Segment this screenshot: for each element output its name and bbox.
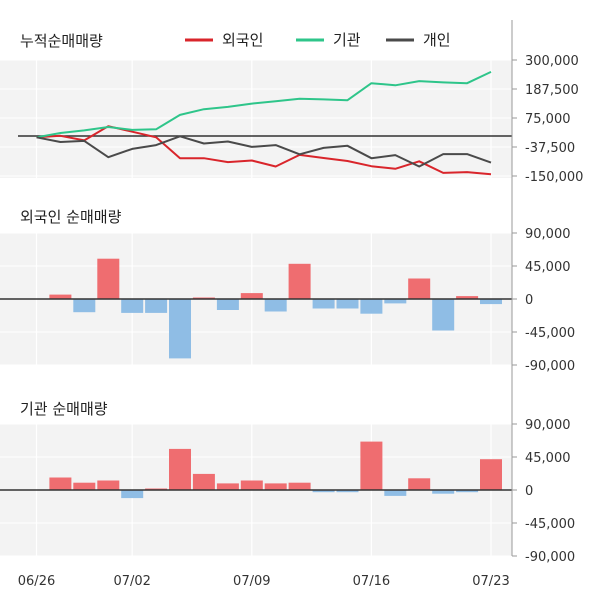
bar-07-20: [456, 296, 479, 299]
cumulative-y-ticks: -150,000 -37,500 75,000 187,500 300,000: [512, 54, 583, 185]
cumulative-panel: 누적순매매량 외국인 기관 개인 -150,000 -37,500 75,000 18…: [0, 31, 583, 185]
legend-item-foreign: 외국인: [185, 31, 263, 49]
foreign-panel: 외국인 순매매량 -90,000 -45,000 0 45,000 90,000: [0, 208, 575, 374]
y-tick-label-4: 300,000: [525, 54, 579, 69]
bar-07-10: [264, 483, 287, 490]
bar-07-19: [432, 490, 455, 494]
bar-07-03: [145, 299, 168, 313]
x-tick-label-3: 07/16: [353, 574, 390, 589]
x-tick-label-4: 07/23: [472, 574, 509, 589]
bar-07-16: [360, 299, 383, 314]
cumulative-panel-title: 누적순매매량: [20, 32, 103, 50]
bar-07-02: [121, 490, 144, 499]
bar-06-29: [97, 480, 120, 490]
institution-panel: 기관 순매매량 -90,000 -45,000 0 45,000 90,000: [0, 400, 575, 565]
x-tick-label-0: 06/26: [18, 574, 55, 589]
y-tick-label-1: -37,500: [525, 141, 575, 156]
bar-07-11: [288, 482, 311, 490]
bar-07-23: [480, 299, 502, 305]
x-axis-ticks: 06/26 07/02 07/09 07/16 07/23: [18, 574, 510, 589]
legend-label-foreign: 외국인: [222, 31, 263, 49]
institution-y-ticks: -90,000 -45,000 0 45,000 90,000: [512, 418, 575, 565]
x-tick-label-2: 07/09: [233, 574, 270, 589]
legend-item-institution: 기관: [296, 31, 361, 49]
bar-07-04: [169, 448, 191, 490]
series-line-individual: [36, 135, 492, 168]
bar-07-23: [480, 459, 502, 490]
bar-07-17: [384, 299, 407, 304]
cumulative-series-lines: [36, 70, 492, 176]
bar-07-06: [216, 299, 239, 310]
bar-07-12: [312, 299, 335, 309]
bar-07-19: [432, 299, 455, 331]
y-tick-label-3: 45,000: [525, 451, 571, 466]
y-tick-label-3: 45,000: [525, 260, 571, 275]
bar-06-28: [73, 299, 96, 313]
bar-07-02: [121, 299, 144, 313]
bar-06-27: [49, 477, 72, 490]
bar-07-10: [264, 299, 287, 312]
bar-07-12: [312, 490, 335, 493]
series-line-institution: [36, 70, 492, 139]
bar-06-28: [73, 482, 96, 490]
bar-06-29: [97, 258, 120, 299]
y-tick-label-3: 187,500: [525, 83, 579, 98]
cumulative-plot-bg: [0, 60, 512, 178]
y-tick-label-2: 0: [525, 484, 533, 499]
legend-item-individual: 개인: [386, 31, 451, 49]
bar-07-13: [336, 490, 359, 493]
y-tick-label-1: -45,000: [525, 517, 575, 532]
bar-07-05: [192, 473, 215, 490]
foreign-bars: [49, 258, 502, 359]
foreign-y-ticks: -90,000 -45,000 0 45,000 90,000: [512, 227, 575, 374]
bar-07-13: [336, 299, 359, 309]
y-tick-label-4: 90,000: [525, 418, 571, 433]
y-tick-label-0: -90,000: [525, 359, 575, 374]
legend-label-institution: 기관: [333, 31, 361, 49]
bar-07-09: [240, 480, 263, 490]
cumulative-gridlines: [0, 59, 512, 178]
y-tick-label-2: 75,000: [525, 112, 571, 127]
bar-07-06: [216, 483, 239, 490]
bar-07-18: [408, 278, 431, 299]
institution-panel-title: 기관 순매매량: [20, 400, 108, 418]
bar-07-18: [408, 478, 431, 490]
bar-07-16: [360, 441, 383, 490]
bar-07-17: [384, 490, 407, 496]
y-tick-label-0: -150,000: [525, 170, 583, 185]
bar-07-09: [240, 293, 263, 299]
y-tick-label-4: 90,000: [525, 227, 571, 242]
y-tick-label-0: -90,000: [525, 550, 575, 565]
y-tick-label-1: -45,000: [525, 326, 575, 341]
bar-07-04: [169, 299, 191, 359]
foreign-panel-title: 외국인 순매매량: [20, 208, 122, 226]
bar-07-20: [456, 490, 479, 493]
bar-07-11: [288, 263, 311, 299]
bar-06-27: [49, 294, 72, 299]
legend-label-individual: 개인: [423, 31, 451, 49]
y-tick-label-2: 0: [525, 293, 533, 308]
x-tick-label-1: 07/02: [113, 574, 150, 589]
legend: 외국인 기관 개인: [185, 31, 451, 49]
